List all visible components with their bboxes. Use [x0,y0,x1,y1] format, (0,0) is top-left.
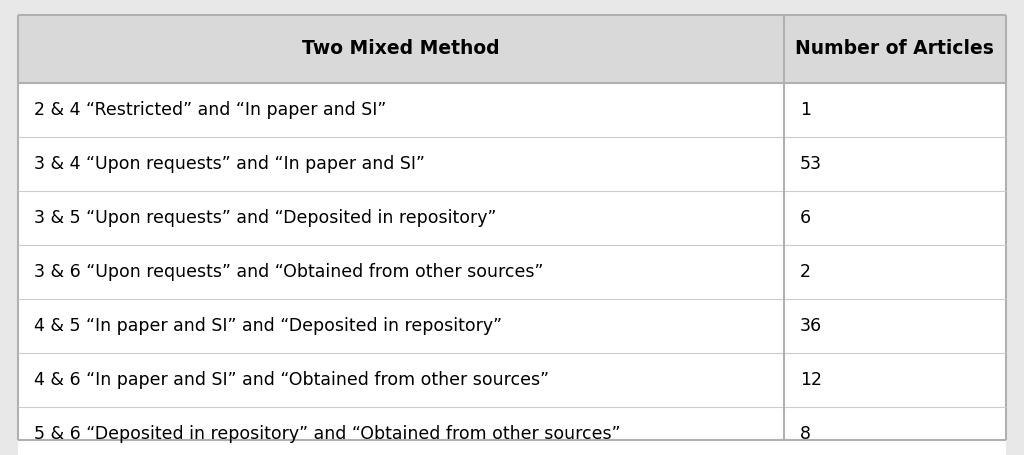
Bar [18,353,1006,407]
Bar [18,245,1006,299]
Bar [18,299,1006,353]
Bar [18,191,1006,245]
Text: 53: 53 [800,155,821,173]
Text: 1: 1 [800,101,811,119]
Bar [18,137,1006,191]
Text: 5 & 6 “Deposited in repository” and “Obtained from other sources”: 5 & 6 “Deposited in repository” and “Obt… [34,425,621,443]
Text: 8: 8 [800,425,811,443]
Text: 3 & 6 “Upon requests” and “Obtained from other sources”: 3 & 6 “Upon requests” and “Obtained from… [34,263,544,281]
Text: 2: 2 [800,263,811,281]
Text: 4 & 6 “In paper and SI” and “Obtained from other sources”: 4 & 6 “In paper and SI” and “Obtained fr… [34,371,549,389]
Text: 36: 36 [800,317,822,335]
Text: 4 & 5 “In paper and SI” and “Deposited in repository”: 4 & 5 “In paper and SI” and “Deposited i… [34,317,502,335]
Text: 6: 6 [800,209,811,227]
Bar [18,407,1006,455]
Text: 3 & 4 “Upon requests” and “In paper and SI”: 3 & 4 “Upon requests” and “In paper and … [34,155,425,173]
Text: 12: 12 [800,371,821,389]
Text: 3 & 5 “Upon requests” and “Deposited in repository”: 3 & 5 “Upon requests” and “Deposited in … [34,209,497,227]
Text: Number of Articles: Number of Articles [796,40,994,59]
Bar [18,83,1006,137]
Text: Two Mixed Method: Two Mixed Method [302,40,500,59]
Text: 2 & 4 “Restricted” and “In paper and SI”: 2 & 4 “Restricted” and “In paper and SI” [34,101,386,119]
Bar [18,15,1006,83]
